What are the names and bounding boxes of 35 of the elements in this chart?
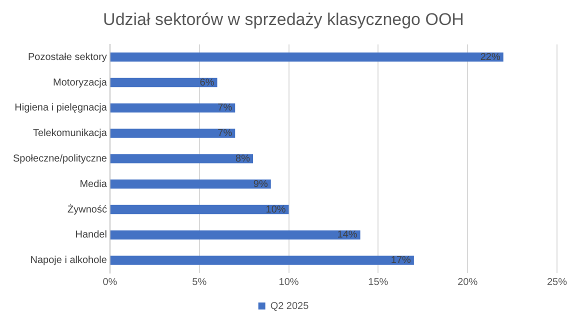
- data-label: 7%: [218, 128, 232, 140]
- bar: [110, 52, 504, 62]
- y-tick-label: Żywność: [67, 203, 107, 216]
- y-tick-label: Telekomunikacja: [33, 128, 108, 140]
- data-label: 9%: [253, 178, 268, 190]
- x-tick-label: 0%: [102, 276, 118, 288]
- bar: [110, 230, 360, 240]
- bar: [110, 103, 236, 112]
- y-tick-label: Społeczne/polityczne: [12, 153, 108, 164]
- y-tick-label: Handel: [75, 230, 107, 241]
- data-label: 14%: [337, 230, 358, 241]
- y-tick-label: Motoryzacja: [53, 77, 108, 88]
- y-tick-label: Napoje i alkohole: [30, 255, 108, 266]
- data-label: 10%: [266, 204, 286, 216]
- data-label: 7%: [218, 102, 232, 114]
- legend-label: Q2 2025: [270, 300, 310, 312]
- x-tick-label: 20%: [458, 276, 478, 288]
- chart-title: Udział sektorów w sprzedaży klasycznego OOH: [103, 10, 464, 29]
- x-tick-label: 25%: [546, 276, 568, 288]
- bar: [110, 256, 414, 265]
- bar: [110, 78, 218, 88]
- bar: [110, 128, 236, 138]
- x-tick-label: 5%: [192, 276, 207, 288]
- data-label: 6%: [200, 77, 214, 88]
- data-label: 17%: [390, 255, 412, 266]
- x-tick-label: 10%: [278, 276, 299, 288]
- y-tick-label: Higiena i pielęgnacja: [14, 102, 108, 114]
- bar: [110, 180, 271, 189]
- data-label: 8%: [236, 153, 250, 164]
- bar: [110, 204, 289, 214]
- bar: [110, 154, 254, 164]
- x-tick-label: 15%: [368, 276, 388, 288]
- data-label: 22%: [480, 52, 500, 63]
- y-tick-label: Media: [80, 178, 108, 190]
- y-tick-label: Pozostałe sektory: [28, 52, 107, 63]
